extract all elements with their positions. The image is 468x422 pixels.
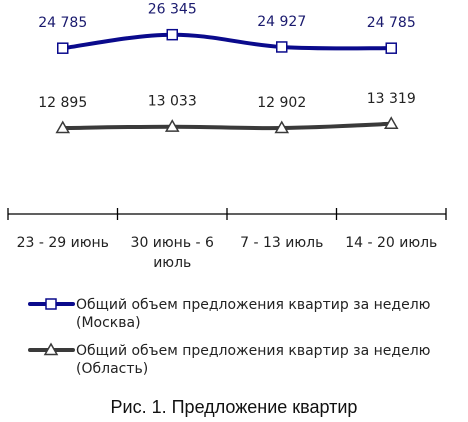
x-tick-label: 30 июнь - 6 июль — [131, 235, 215, 271]
plot-area: 24 785 26 345 24 927 24 785 12 895 13 033 12 9… — [38, 2, 416, 134]
legend-swatch-marker — [43, 342, 59, 356]
legend-item-1: Общий объем предложения квартир за недел… — [28, 297, 431, 331]
legend-item-2: Общий объем предложения квартир за недел… — [28, 342, 431, 377]
data-label: 24 785 — [367, 15, 416, 31]
data-point-marker — [274, 120, 290, 134]
data-point-marker — [164, 119, 180, 132]
data-label: 24 927 — [257, 14, 306, 30]
figure-caption: Рис. 1. Предложение квартир — [111, 397, 358, 417]
data-point-marker — [383, 116, 399, 130]
data-label: 12 895 — [38, 95, 87, 111]
data-label: 13 033 — [148, 94, 197, 110]
legend: Общий объем предложения квартир за недел… — [28, 297, 431, 377]
x-tick-label: 23 - 29 июнь — [17, 235, 109, 251]
series-line — [60, 32, 394, 51]
legend-label: Общий объем предложения квартир за недел… — [76, 297, 431, 331]
x-tick-label: 14 - 20 июль — [345, 235, 437, 251]
data-label: 12 902 — [257, 95, 306, 111]
series-2: 12 895 13 033 12 902 13 319 — [38, 91, 416, 134]
data-label: 13 319 — [367, 91, 416, 107]
x-tick-label: 7 - 13 июль — [240, 235, 323, 251]
data-point-marker — [55, 120, 71, 134]
data-label: 24 785 — [38, 15, 87, 31]
data-point-marker — [57, 42, 69, 54]
x-axis: 23 - 29 июнь 30 июнь - 6 июль 7 - 13 июль 14… — [7, 208, 447, 271]
data-point-marker — [166, 28, 178, 41]
legend-label: Общий объем предложения квартир за недел… — [76, 343, 431, 377]
series-1: 24 785 26 345 24 927 24 785 — [38, 2, 416, 54]
data-point-marker — [385, 42, 397, 54]
data-label: 26 345 — [148, 2, 197, 18]
legend-swatch-marker — [45, 298, 57, 310]
data-point-marker — [276, 41, 288, 53]
series-line — [60, 121, 394, 131]
